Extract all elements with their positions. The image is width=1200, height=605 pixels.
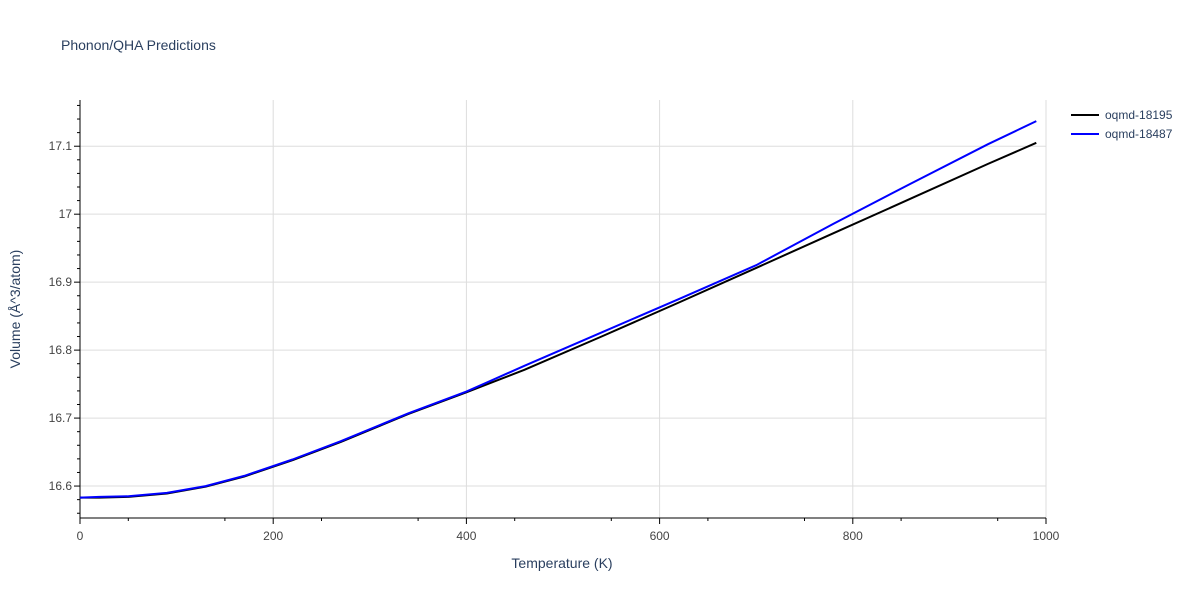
y-tick-label: 17.1 xyxy=(49,139,73,153)
series-line[interactable] xyxy=(79,120,1037,499)
grid-lines xyxy=(80,100,1047,518)
x-tick-label: 400 xyxy=(456,529,476,543)
x-tick-label: 0 xyxy=(77,529,84,543)
y-tick-label: 16.6 xyxy=(49,479,73,493)
x-tick-label: 200 xyxy=(263,529,283,543)
legend-item[interactable]: oqmd-18195 xyxy=(1071,108,1173,122)
x-tick-label: 1000 xyxy=(1033,529,1060,543)
legend-item[interactable]: oqmd-18487 xyxy=(1071,127,1173,141)
y-tick-label: 16.7 xyxy=(49,411,73,425)
legend-label: oqmd-18195 xyxy=(1105,108,1173,122)
y-tick-label: 17 xyxy=(59,207,73,221)
legend[interactable]: oqmd-18195 oqmd-18487 xyxy=(1071,108,1173,141)
axes: 0 200 400 600 800 1000 16.6 16.7 16.8 16.9 17 17.1 xyxy=(49,100,1060,543)
y-axis-title: Volume (Å^3/atom) xyxy=(7,250,23,369)
x-tick-label: 600 xyxy=(650,529,670,543)
x-axis-title: Temperature (K) xyxy=(511,555,612,571)
y-tick-label: 16.9 xyxy=(49,275,73,289)
y-tick-label: 16.8 xyxy=(49,343,73,357)
legend-label: oqmd-18487 xyxy=(1105,127,1173,141)
series-lines xyxy=(79,120,1037,499)
chart-title: Phonon/QHA Predictions xyxy=(61,37,216,53)
x-tick-label: 800 xyxy=(843,529,863,543)
